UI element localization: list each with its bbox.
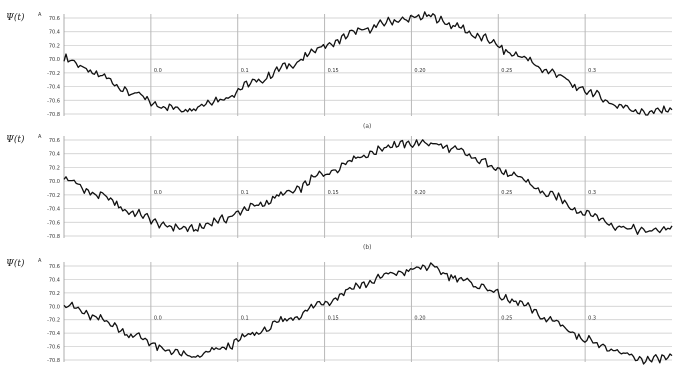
- y-tick-label: -70.2: [47, 318, 60, 324]
- x-tick-label: 0.0: [154, 190, 162, 196]
- y-tick-label: 70.4: [49, 277, 60, 283]
- chart-panel-1: Ψ(t) A 70.6 70.4 70.2 70.0 -70.2 -70.4 -70.6 -70.…: [6, 11, 673, 130]
- y-tick-label: -70.8: [47, 112, 60, 118]
- y-tick-label: 70.4: [49, 152, 60, 158]
- y-tick-label: 70.2: [49, 291, 60, 297]
- y-axis-label: Ψ(t): [6, 12, 25, 23]
- x-axis-label: (b): [363, 244, 372, 251]
- y-axis-unit: A: [38, 12, 42, 18]
- series-line: [63, 11, 673, 116]
- x-tick-label: 0.20: [414, 190, 425, 196]
- y-tick-label: -70.6: [47, 345, 60, 351]
- y-axis-unit: A: [38, 134, 42, 140]
- y-tick-label: -70.8: [47, 234, 60, 240]
- x-axis-label: (a): [363, 123, 371, 130]
- x-tick-label: 0.3: [588, 68, 596, 74]
- y-tick-label: 70.6: [49, 138, 60, 144]
- x-tick-label: 0.25: [501, 190, 512, 196]
- y-axis-label: Ψ(t): [6, 134, 25, 145]
- y-tick-label: -70.6: [47, 98, 60, 104]
- chart-panel-3: Ψ(t) A 70.6 70.4 70.2 70.0 -70.2 -70.4 -70.6 -70.…: [6, 258, 673, 365]
- x-tick-label: 0.20: [414, 68, 425, 74]
- y-tick-label: -70.8: [47, 358, 60, 364]
- x-tick-label: 0.1: [241, 315, 249, 321]
- x-tick-label: 0.15: [328, 190, 339, 196]
- series-line: [63, 139, 673, 235]
- x-tick-label: 0.0: [154, 315, 162, 321]
- x-tick-label: 0.20: [414, 315, 425, 321]
- y-tick-label: 70.4: [49, 30, 60, 36]
- x-tick-label: 0.3: [588, 190, 596, 196]
- y-axis-unit: A: [38, 258, 42, 264]
- y-tick-label: -70.2: [47, 193, 60, 199]
- y-tick-label: 70.2: [49, 165, 60, 171]
- series-line: [63, 262, 673, 365]
- y-tick-label: 70.6: [49, 264, 60, 270]
- x-tick-label: 0.15: [328, 68, 339, 74]
- y-tick-label: -70.2: [47, 71, 60, 77]
- y-tick-label: 70.0: [49, 304, 60, 310]
- y-tick-label: -70.6: [47, 220, 60, 226]
- y-tick-label: 70.0: [49, 57, 60, 63]
- chart-panel-2: Ψ(t) A 70.6 70.4 70.2 70.0 -70.2 -70.4 -70.6 -70.…: [6, 134, 673, 251]
- y-axis-label: Ψ(t): [6, 258, 25, 269]
- y-tick-label: 70.2: [49, 43, 60, 49]
- x-tick-label: 0.25: [501, 315, 512, 321]
- y-tick-label: 70.0: [49, 179, 60, 185]
- y-tick-label: 70.6: [49, 16, 60, 22]
- y-tick-label: -70.4: [47, 207, 60, 213]
- x-tick-label: 0.1: [241, 190, 249, 196]
- x-tick-label: 0.3: [588, 315, 596, 321]
- x-tick-label: 0.1: [241, 68, 249, 74]
- y-tick-label: -70.4: [47, 331, 60, 337]
- x-tick-label: 0.15: [328, 315, 339, 321]
- y-tick-label: -70.4: [47, 85, 60, 91]
- x-tick-label: 0.25: [501, 68, 512, 74]
- x-tick-label: 0.0: [154, 68, 162, 74]
